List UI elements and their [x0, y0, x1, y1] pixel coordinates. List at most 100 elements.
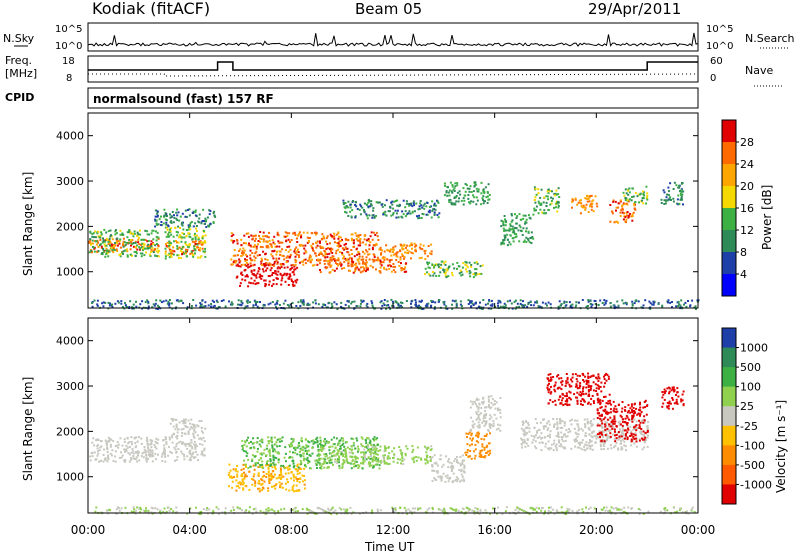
scatter-cell	[241, 252, 243, 254]
scatter-cell	[503, 230, 505, 232]
scatter-cell	[189, 253, 191, 255]
scatter-cell	[180, 257, 182, 259]
scatter-cell	[459, 456, 461, 458]
scatter-cell	[425, 451, 427, 453]
scatter-cell	[290, 254, 292, 256]
scatter-cell	[97, 444, 99, 446]
scatter-cell	[522, 218, 524, 220]
scatter-cell	[103, 449, 105, 451]
scatter-cell	[165, 438, 167, 440]
scatter-cell	[175, 445, 177, 447]
scatter-cell	[355, 458, 357, 460]
scatter-cell	[264, 258, 266, 260]
scatter-cell	[323, 236, 325, 238]
scatter-cell	[579, 447, 581, 449]
scatter-cell	[119, 238, 121, 240]
scatter-cell	[296, 453, 298, 455]
scatter-cell	[261, 258, 263, 260]
scatter-cell	[550, 447, 552, 449]
scatter-cell	[538, 202, 540, 204]
scatter-cell	[620, 199, 622, 201]
scatter-cell	[525, 421, 527, 423]
scatter-cell	[349, 448, 351, 450]
scatter-cell	[372, 467, 374, 469]
scatter-cell	[167, 254, 169, 256]
scatter-cell	[475, 411, 477, 413]
scatter-cell	[273, 464, 275, 466]
scatter-cell	[288, 472, 290, 474]
scatter-cell	[446, 192, 448, 194]
scatter-cell	[497, 407, 499, 409]
scatter-cell	[333, 233, 335, 235]
scatter-cell	[554, 384, 556, 386]
scatter-cell	[548, 192, 550, 194]
scatter-cell	[195, 236, 197, 238]
scatter-cell	[434, 203, 436, 205]
scatter-cell	[549, 436, 551, 438]
scatter-cell	[190, 439, 192, 441]
scatter-cell	[413, 202, 415, 204]
scatter-cell	[97, 447, 99, 449]
scatter-cell	[593, 210, 595, 212]
scatter-cell	[604, 440, 606, 442]
scatter-cell	[469, 444, 471, 446]
scatter-cell	[307, 237, 309, 239]
scatter-cell	[93, 247, 95, 249]
scatter-cell	[531, 231, 533, 233]
scatter-cell	[262, 235, 264, 237]
scatter-cell	[318, 450, 320, 452]
scatter-cell	[293, 475, 295, 477]
scatter-cell	[108, 437, 110, 439]
scatter-cell	[171, 436, 173, 438]
scatter-cell	[183, 458, 185, 460]
scatter-cell	[602, 302, 604, 304]
scatter-cell	[240, 239, 242, 241]
scatter-cell	[566, 301, 568, 303]
scatter-cell	[310, 455, 312, 457]
scatter-cell	[680, 299, 682, 301]
scatter-cell	[296, 238, 298, 240]
scatter-cell	[228, 485, 230, 487]
scatter-cell	[609, 432, 611, 434]
scatter-cell	[109, 244, 111, 246]
scatter-cell	[630, 444, 632, 446]
scatter-cell	[298, 444, 300, 446]
scatter-cell	[90, 244, 92, 246]
scatter-cell	[259, 268, 261, 270]
scatter-cell	[175, 449, 177, 451]
scatter-cell	[259, 238, 261, 240]
scatter-cell	[574, 446, 576, 448]
scatter-cell	[511, 214, 513, 216]
scatter-cell	[204, 256, 206, 258]
scatter-cell	[522, 227, 524, 229]
scatter-cell	[405, 247, 407, 249]
scatter-cell	[157, 216, 159, 218]
scatter-cell	[579, 375, 581, 377]
scatter-cell	[243, 472, 245, 474]
scatter-cell	[669, 182, 671, 184]
scatter-cell	[595, 383, 597, 385]
scatter-cell	[572, 373, 574, 375]
scatter-cell	[463, 200, 465, 202]
scatter-cell	[362, 462, 364, 464]
scatter-cell	[271, 246, 273, 248]
scatter-cell	[423, 208, 425, 210]
scatter-cell	[183, 253, 185, 255]
scatter-cell	[281, 483, 283, 485]
scatter-cell	[560, 427, 562, 429]
scatter-cell	[372, 266, 374, 268]
scatter-cell	[484, 200, 486, 202]
scatter-cell	[544, 425, 546, 427]
scatter-cell	[327, 235, 329, 237]
scatter-cell	[588, 402, 590, 404]
scatter-cell	[165, 436, 167, 438]
scatter-cell	[238, 487, 240, 489]
scatter-cell	[471, 458, 473, 460]
scatter-cell	[485, 304, 487, 306]
scatter-cell	[259, 444, 261, 446]
scatter-cell	[317, 259, 319, 261]
scatter-cell	[333, 455, 335, 457]
scatter-cell	[547, 190, 549, 192]
scatter-cell	[185, 445, 187, 447]
scatter-cell	[610, 306, 612, 308]
